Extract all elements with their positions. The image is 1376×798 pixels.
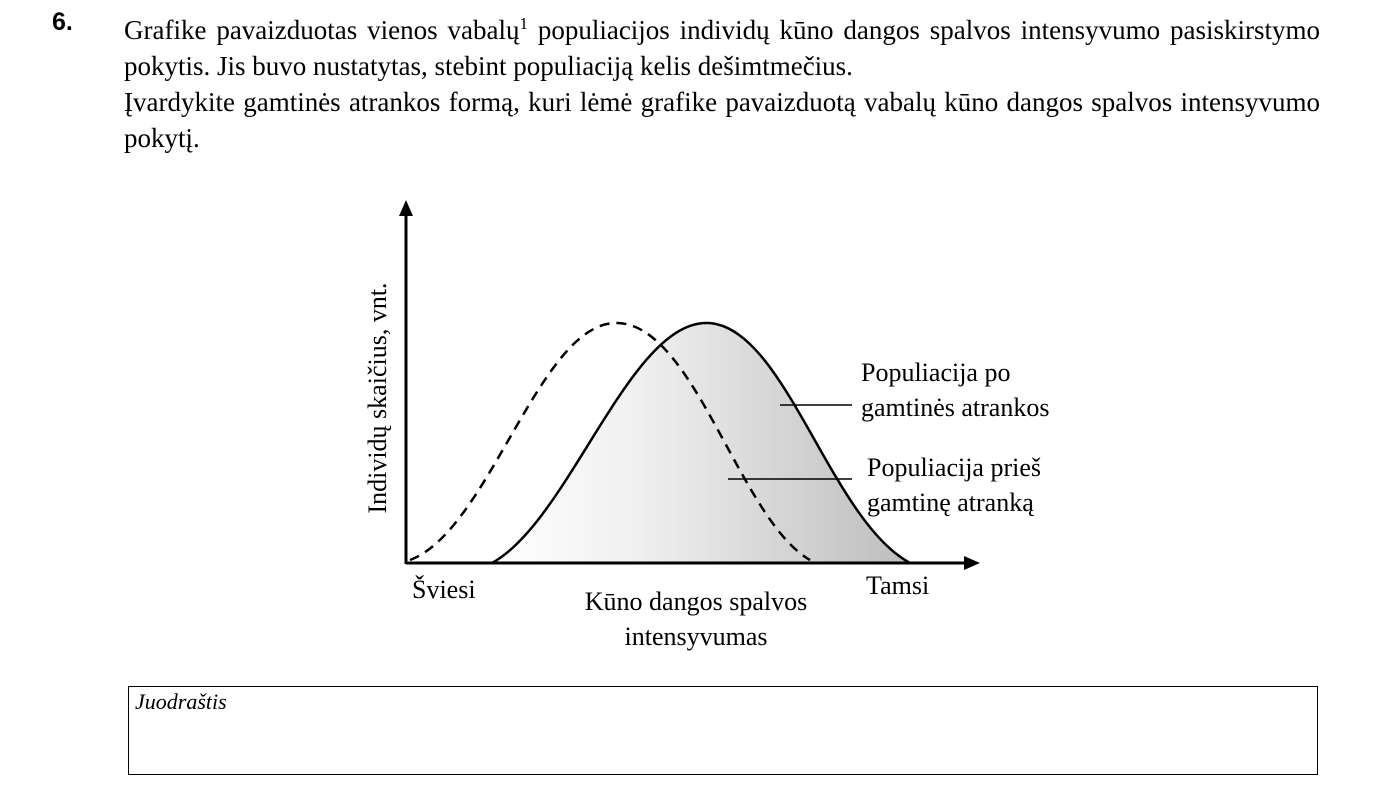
selection-graph-svg: Individų skaičius, vnt. Šviesi Tamsi Kūn…	[363, 200, 1049, 651]
before-selection-label-line-2: gamtinę atranką	[867, 488, 1034, 517]
question-paragraph-1: Grafike pavaizduotas vienos vabalų1 popu…	[124, 6, 1320, 84]
after-selection-fill	[492, 322, 910, 563]
question-text-part-2: populiacijos individų kūno dangos spalvo…	[124, 15, 1321, 81]
x-axis-left-label: Šviesi	[412, 575, 476, 604]
x-axis-label-line-2: intensyvumas	[625, 622, 768, 651]
y-axis-arrow	[399, 200, 413, 216]
draft-label: Juodraštis	[135, 689, 227, 714]
after-selection-label-line-1: Populiacija po	[861, 358, 1010, 387]
before-selection-curve	[409, 321, 811, 562]
selection-graph: Individų skaičius, vnt. Šviesi Tamsi Kūn…	[340, 190, 1100, 670]
draft-box[interactable]: Juodraštis	[128, 686, 1318, 775]
question-paragraph-2: Įvardykite gamtinės atrankos formą, kuri…	[124, 87, 1320, 153]
question-text: Grafike pavaizduotas vienos vabalų1 popu…	[124, 6, 1320, 156]
after-selection-curve	[491, 321, 911, 565]
before-selection-label-line-1: Populiacija prieš	[867, 453, 1041, 482]
x-axis-label-line-1: Kūno dangos spalvos	[585, 587, 807, 616]
after-selection-label-line-2: gamtinės atrankos	[861, 393, 1049, 422]
question-text-part-1: Grafike pavaizduotas vienos vabalų	[124, 15, 520, 45]
x-axis-arrow	[964, 556, 980, 570]
question-number: 6.	[52, 8, 73, 36]
x-axis-right-label: Tamsi	[866, 571, 929, 600]
footnote-mark: 1	[519, 14, 528, 33]
y-axis-label: Individų skaičius, vnt.	[363, 282, 392, 513]
